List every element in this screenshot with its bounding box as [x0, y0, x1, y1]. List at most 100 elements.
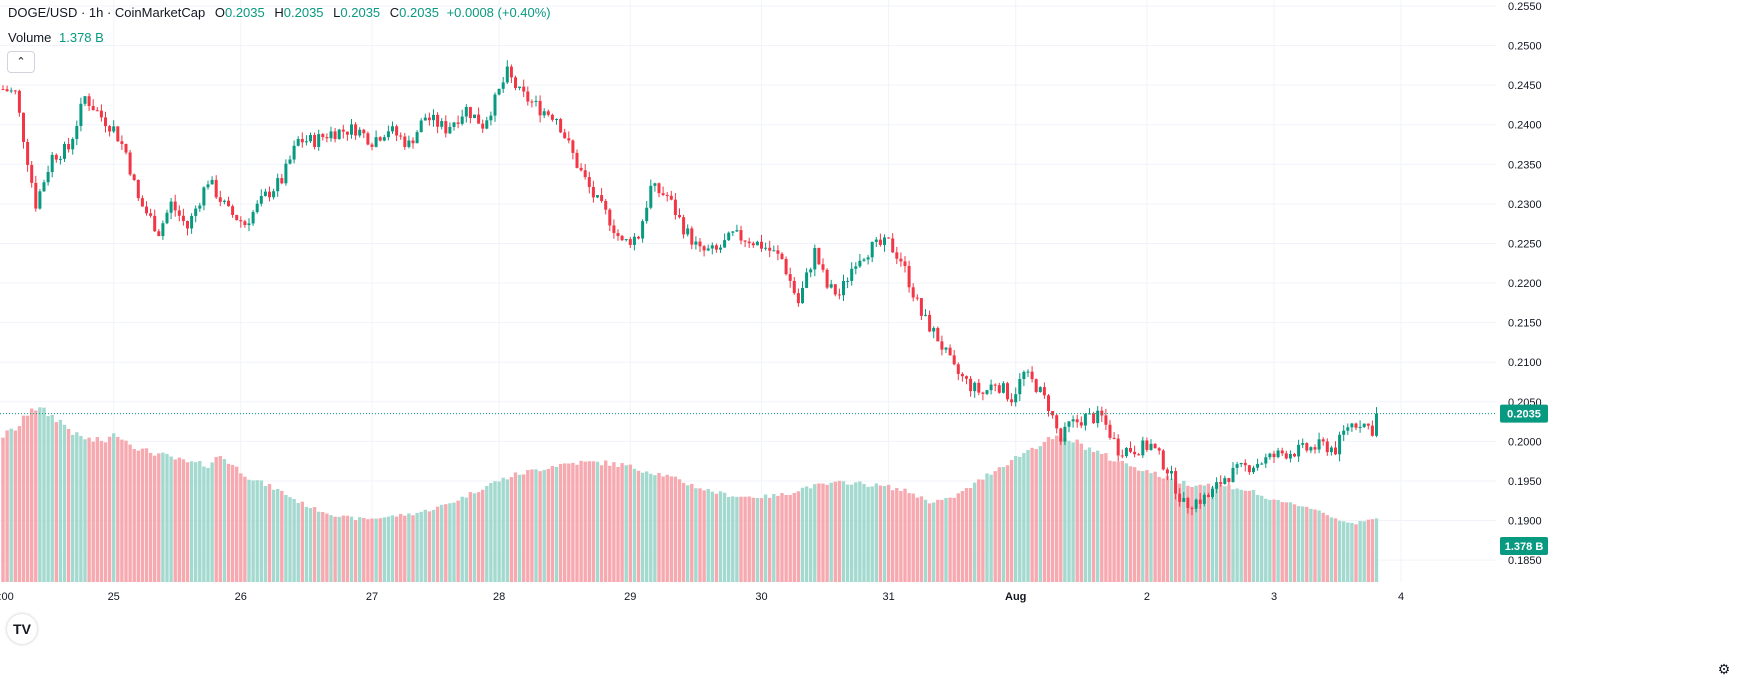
price-tick-label: 0.2550 — [1508, 1, 1542, 13]
candle-body — [436, 114, 440, 127]
volume-bar — [686, 485, 690, 582]
candle-body — [337, 129, 341, 140]
volume-bar — [1034, 449, 1038, 582]
volume-bar — [915, 497, 919, 582]
last-price-tag — [1500, 404, 1548, 423]
candle-body — [112, 126, 116, 132]
candle-body — [702, 246, 706, 251]
candle-body — [1297, 444, 1301, 457]
candle-body — [1235, 464, 1239, 468]
collapse-legend-button[interactable]: ⌃ — [7, 51, 35, 73]
candle-body — [149, 213, 153, 216]
candle-body — [1325, 441, 1329, 453]
volume-bar — [304, 506, 309, 582]
candle-body — [883, 237, 886, 245]
volume-bar — [87, 437, 91, 582]
volume-bar — [964, 488, 969, 582]
volume-bar — [780, 493, 784, 582]
candle-body — [1120, 455, 1124, 457]
candle-body — [108, 126, 112, 132]
candle-body — [575, 152, 579, 168]
volume-bar — [165, 453, 169, 582]
candle-body — [497, 88, 501, 95]
candle-body — [350, 124, 353, 135]
candle-body — [1059, 428, 1063, 442]
volume-bar — [722, 492, 727, 582]
volume-label[interactable]: Volume — [8, 30, 52, 45]
volume-bar — [640, 472, 645, 582]
open-label: O — [214, 5, 225, 20]
volume-bar — [804, 486, 809, 582]
candle-body — [1293, 453, 1296, 457]
candle-body — [136, 179, 140, 199]
candle-body — [973, 382, 977, 392]
volume-bar — [271, 489, 276, 582]
volume-bar — [1288, 502, 1293, 582]
volume-bar — [899, 490, 903, 582]
candle-body — [1174, 471, 1178, 494]
volume-bar — [169, 456, 173, 582]
candle-body — [985, 390, 989, 394]
candle-body — [493, 94, 497, 116]
volume-bar — [423, 509, 427, 582]
candle-body — [366, 133, 370, 145]
volume-bar — [99, 440, 104, 582]
candle-body — [1350, 423, 1354, 428]
volume-bar — [985, 473, 989, 582]
volume-bar — [83, 439, 87, 582]
volume-bar — [456, 500, 460, 582]
volume-bar — [874, 483, 878, 582]
volume-bar — [558, 463, 563, 582]
volume-bar — [825, 484, 829, 582]
volume-bar — [312, 507, 317, 582]
candle-body — [95, 110, 99, 112]
candle-body — [284, 163, 288, 184]
volume-bar — [501, 477, 505, 582]
time-tick-label: 26 — [235, 591, 247, 603]
price-axis: 0.2550 0.2500 0.2450 0.2400 0.2350 0.2300 0.22… — [1508, 1, 1542, 567]
volume-bar — [653, 475, 657, 582]
volume-bar — [9, 428, 13, 582]
candle-body — [755, 241, 759, 246]
candle-body — [760, 241, 763, 249]
volume-bar — [595, 461, 600, 582]
candle-body — [936, 327, 940, 342]
candle-body — [370, 144, 374, 147]
candle-body — [1079, 422, 1083, 426]
volume-bar — [17, 426, 22, 582]
volume-bar — [1296, 506, 1301, 582]
volume-bar — [1132, 467, 1137, 582]
candle-body — [473, 114, 476, 119]
candle-body — [665, 194, 669, 196]
candle-body — [505, 66, 509, 83]
volume-bar — [288, 497, 292, 582]
volume-bar — [230, 464, 235, 582]
volume-bar — [989, 474, 993, 582]
volume-bar — [71, 434, 75, 582]
volume-bar — [624, 465, 628, 582]
volume-bar — [382, 517, 386, 582]
candle-body — [1280, 450, 1284, 454]
candle-body — [657, 183, 661, 194]
candle-body — [177, 210, 181, 216]
candle-body — [608, 209, 612, 226]
candle-body — [140, 198, 144, 207]
candle-body — [801, 287, 804, 304]
volume-bar — [75, 432, 79, 582]
candle-body — [1268, 453, 1272, 458]
tradingview-logo[interactable]: TV — [7, 614, 37, 644]
candle-body — [1223, 478, 1227, 484]
price-tick-label: 0.2300 — [1508, 199, 1542, 211]
volume-bar — [358, 517, 362, 582]
candle-body — [509, 66, 513, 78]
candle-body — [616, 233, 620, 236]
gear-icon[interactable]: ⚙ — [1717, 661, 1731, 677]
volume-bar — [34, 410, 38, 582]
volume-bar — [919, 496, 924, 582]
volume-bar — [608, 465, 612, 582]
symbol-label[interactable]: DOGE/USD · 1h · CoinMarketCap — [8, 5, 206, 20]
candle-body — [1247, 465, 1251, 473]
candle-body — [645, 207, 649, 222]
